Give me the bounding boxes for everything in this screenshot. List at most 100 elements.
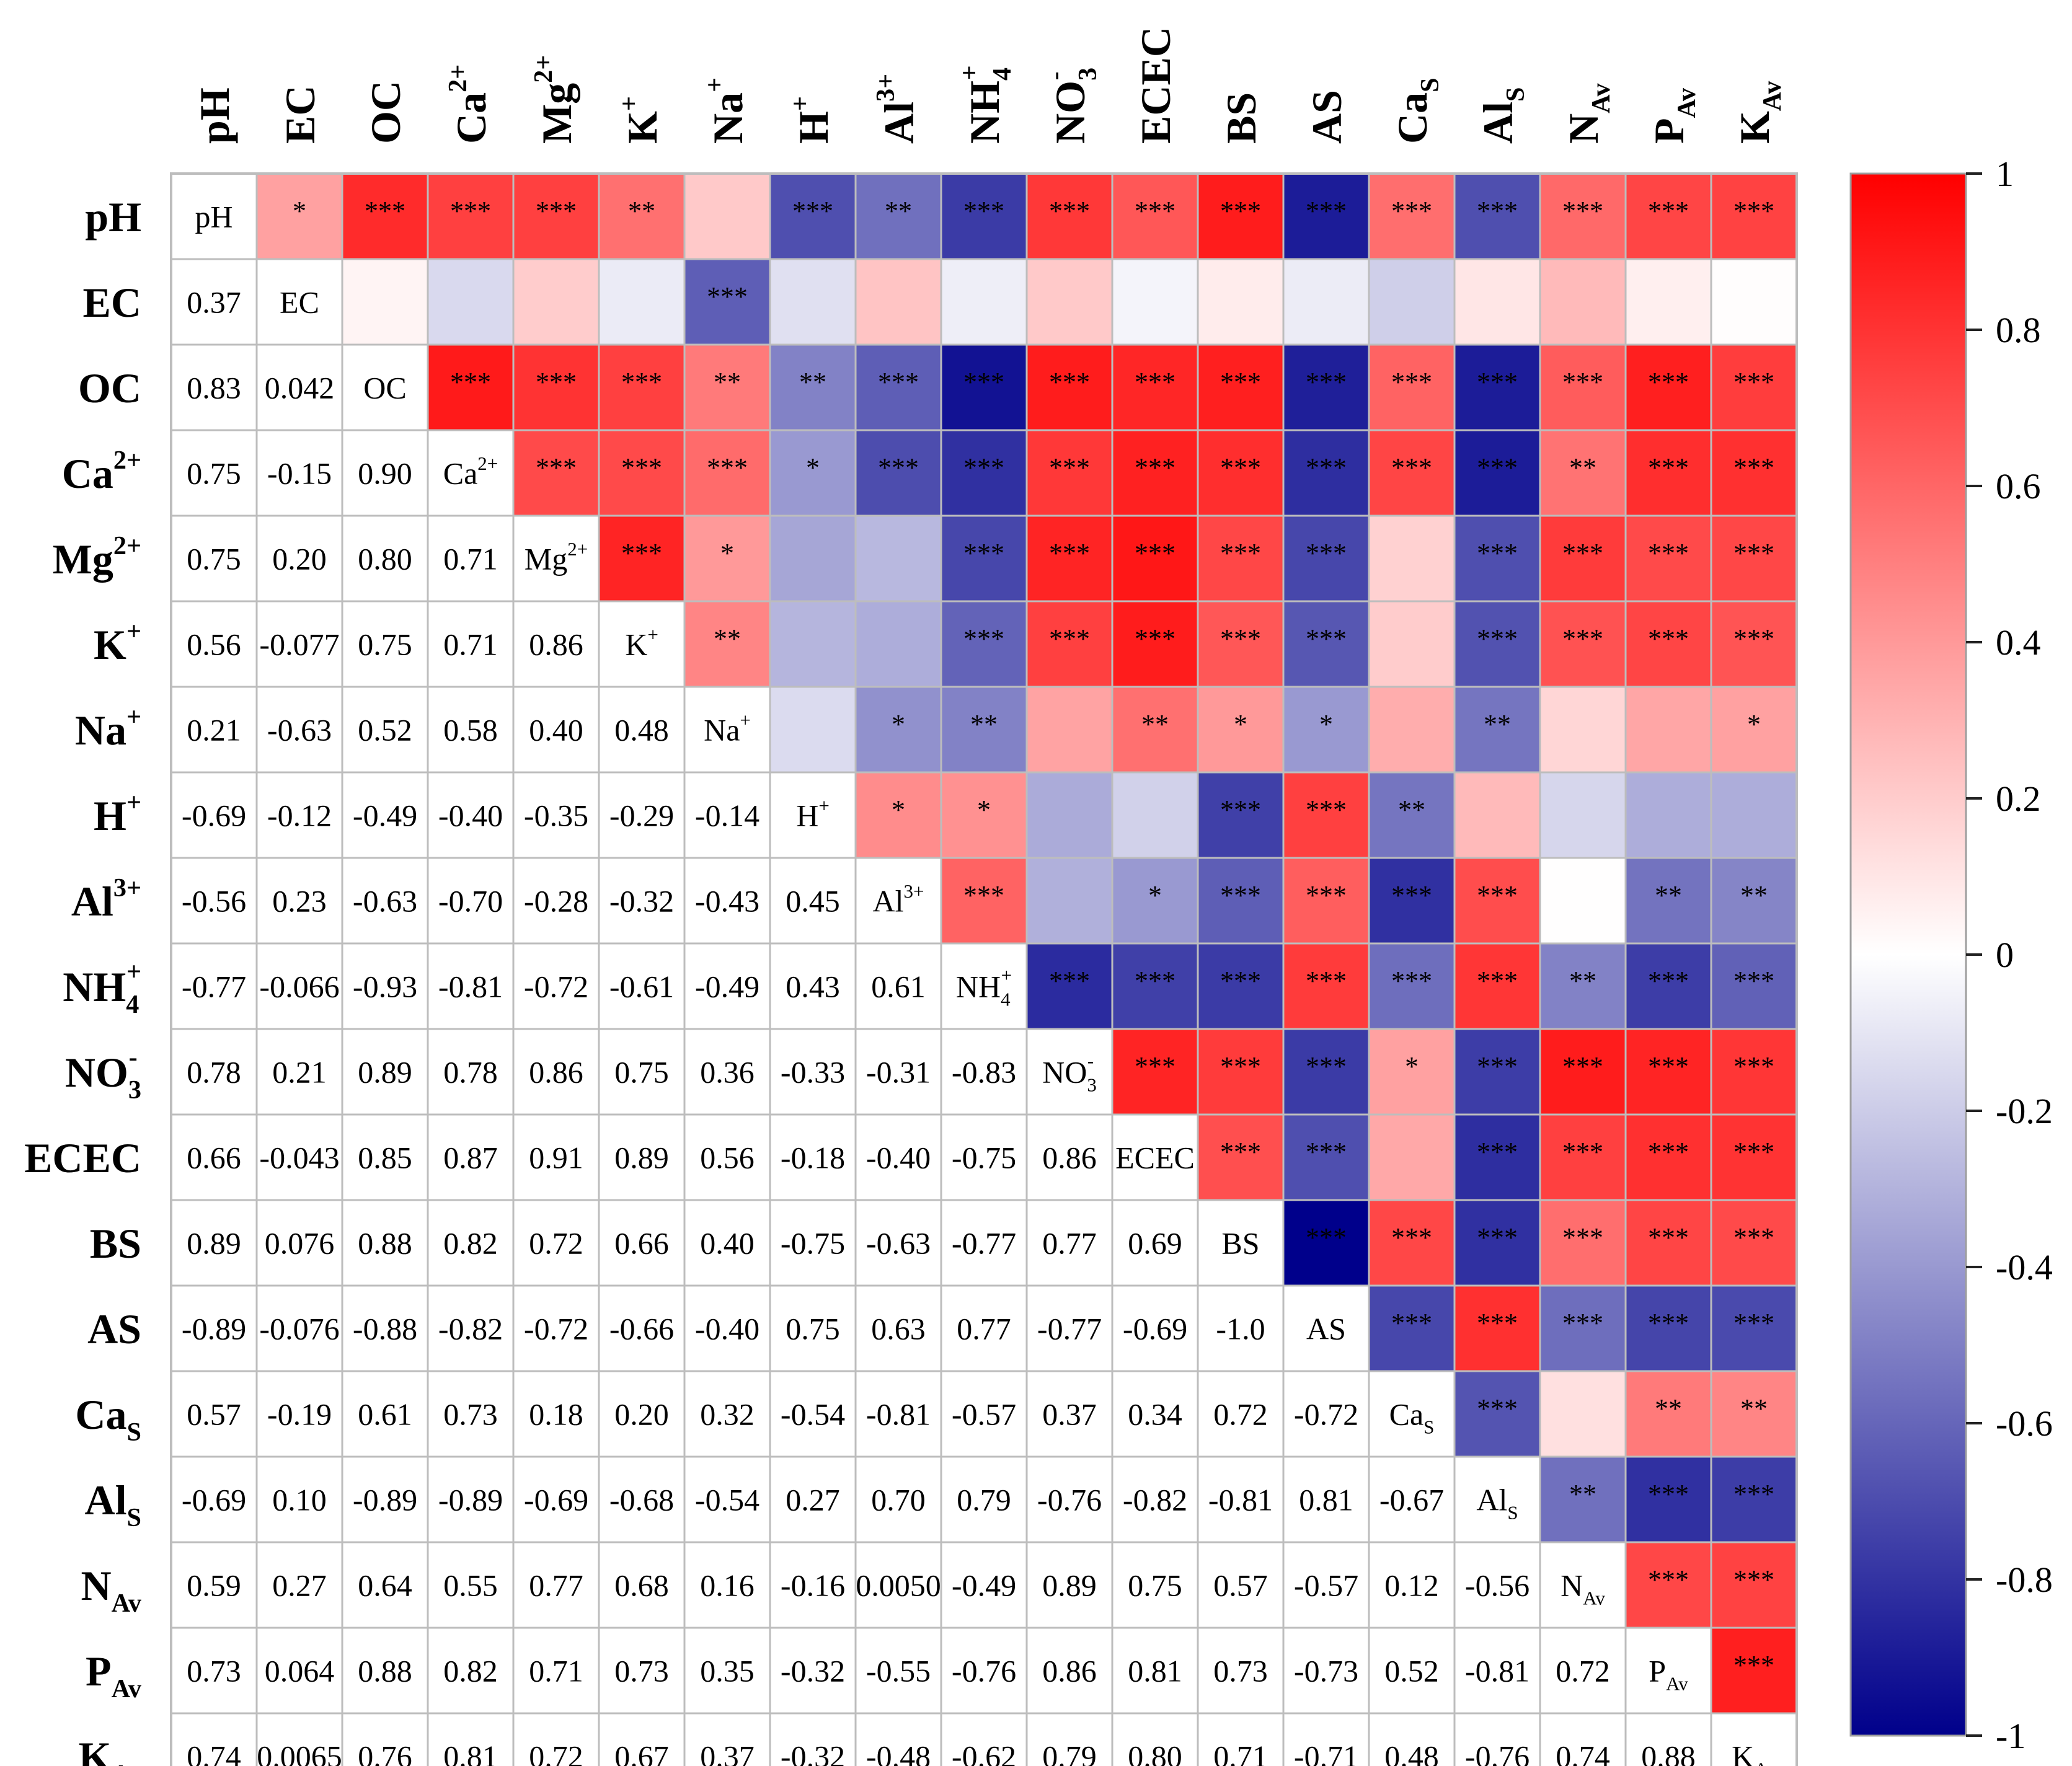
- column-label-ec: EC: [277, 86, 324, 144]
- correlation-value: 0.71: [529, 1654, 583, 1689]
- heatmap-cell: [854, 771, 942, 859]
- correlation-value: 0.75: [187, 542, 241, 576]
- significance-mark: ***: [1733, 1479, 1774, 1509]
- significance-mark: *: [806, 453, 820, 483]
- significance-mark: ***: [621, 538, 662, 568]
- heatmap-cell: [598, 1113, 686, 1201]
- heatmap-cell: [1368, 1455, 1456, 1543]
- significance-mark: ***: [1049, 538, 1090, 568]
- heatmap-cell: [1710, 1455, 1798, 1543]
- correlation-value: 0.66: [187, 1141, 241, 1175]
- heatmap-cell: [769, 600, 857, 688]
- correlation-value: -0.73: [1294, 1654, 1358, 1689]
- correlation-value: 0.82: [443, 1654, 498, 1689]
- significance-mark: ***: [1220, 453, 1261, 483]
- correlation-value: 0.69: [1128, 1226, 1182, 1261]
- significance-mark: ***: [1306, 880, 1347, 911]
- column-label-als: AlS: [1474, 87, 1530, 144]
- heatmap-cell: [1025, 429, 1113, 517]
- heatmap-cell: [769, 343, 857, 431]
- diagonal-label: ECEC: [1115, 1141, 1195, 1175]
- correlation-value: 0.72: [1213, 1397, 1268, 1432]
- significance-mark: ***: [1648, 196, 1689, 226]
- correlation-value: -0.61: [609, 969, 674, 1004]
- heatmap-cell: [170, 172, 258, 260]
- heatmap-cell: [255, 1541, 343, 1629]
- heatmap-cell: [341, 1113, 429, 1201]
- correlation-value: 0.75: [187, 456, 241, 491]
- heatmap-cell: [1025, 1712, 1113, 1766]
- heatmap-cell: [1368, 514, 1456, 603]
- correlation-value: 0.71: [1213, 1739, 1268, 1766]
- heatmap-cell: [769, 514, 857, 603]
- significance-mark: ***: [1220, 966, 1261, 996]
- heatmap-cell: [1282, 1199, 1370, 1287]
- correlation-value: 0.77: [529, 1568, 583, 1603]
- heatmap-cell: [1368, 172, 1456, 260]
- significance-mark: ***: [963, 624, 1004, 654]
- correlation-value: -0.69: [524, 1483, 588, 1517]
- correlation-value: 0.20: [272, 542, 327, 576]
- correlation-value: 0.40: [700, 1226, 755, 1261]
- heatmap-cell: [255, 857, 343, 945]
- colorbar-tick-label: 0: [1996, 935, 2014, 975]
- heatmap-cell: [683, 857, 771, 945]
- correlation-value: 0.81: [1299, 1483, 1353, 1517]
- significance-mark: ***: [1562, 1137, 1603, 1167]
- significance-mark: ***: [1648, 1051, 1689, 1082]
- significance-mark: ***: [1135, 966, 1175, 996]
- heatmap-cell: [1624, 258, 1712, 346]
- correlation-value: 0.86: [529, 627, 583, 662]
- correlation-value: 0.78: [187, 1055, 241, 1090]
- correlation-value: -0.89: [353, 1483, 417, 1517]
- correlation-value: 0.72: [1556, 1654, 1610, 1689]
- heatmap-cell: [1539, 1113, 1627, 1201]
- heatmap-cell: [1282, 942, 1370, 1030]
- correlation-value: 0.80: [1128, 1739, 1182, 1766]
- diagonal-label: Mg2+: [525, 538, 588, 576]
- correlation-value: 0.86: [1042, 1141, 1097, 1175]
- significance-mark: *: [293, 196, 306, 226]
- colorbar-tick-label: -1: [1996, 1716, 2026, 1756]
- significance-mark: ***: [963, 196, 1004, 226]
- diagonal-label: AS: [1306, 1312, 1346, 1346]
- diagonal-label: CaS: [1389, 1397, 1435, 1438]
- correlation-value: -0.63: [267, 713, 332, 748]
- heatmap-cell: [854, 1712, 942, 1766]
- heatmap-cell: [1453, 771, 1541, 859]
- significance-mark: *: [720, 538, 734, 568]
- heatmap-cell: [1368, 1627, 1456, 1715]
- correlation-value: -0.15: [267, 456, 332, 491]
- heatmap-cell: [1282, 258, 1370, 346]
- heatmap-cell: [1539, 1028, 1627, 1116]
- heatmap-cell: [427, 942, 515, 1030]
- significance-mark: ***: [1477, 1137, 1518, 1167]
- heatmap-cell: [427, 1199, 515, 1287]
- heatmap-cell: [854, 1541, 942, 1629]
- heatmap-cell: [940, 1199, 1028, 1287]
- diagonal-label: H+: [796, 795, 830, 833]
- correlation-value: -0.69: [1123, 1312, 1187, 1346]
- significance-mark: ***: [1049, 966, 1090, 996]
- significance-mark: ***: [1306, 538, 1347, 568]
- heatmap-cell: [1710, 1541, 1798, 1629]
- significance-mark: ***: [1477, 966, 1518, 996]
- heatmap-cell: [683, 1541, 771, 1629]
- significance-mark: ***: [1477, 1222, 1518, 1253]
- correlation-value: -0.33: [781, 1055, 845, 1090]
- colorbar-tick-label: 0.2: [1996, 779, 2041, 819]
- significance-mark: ***: [1648, 367, 1689, 397]
- heatmap-cell: [1624, 1199, 1712, 1287]
- heatmap-cell: [1453, 1028, 1541, 1116]
- row-label-nh4: NH4+: [63, 957, 141, 1019]
- heatmap-cell: [255, 429, 343, 517]
- diagonal-label: AlS: [1476, 1483, 1518, 1524]
- heatmap-cell: [512, 1627, 600, 1715]
- row-label-ec: EC: [83, 279, 141, 326]
- correlation-value: -0.14: [695, 798, 759, 833]
- significance-mark: ***: [621, 453, 662, 483]
- significance-mark: ***: [1477, 880, 1518, 911]
- heatmap-cell: [1710, 429, 1798, 517]
- significance-mark: ***: [450, 367, 491, 397]
- significance-mark: ***: [621, 367, 662, 397]
